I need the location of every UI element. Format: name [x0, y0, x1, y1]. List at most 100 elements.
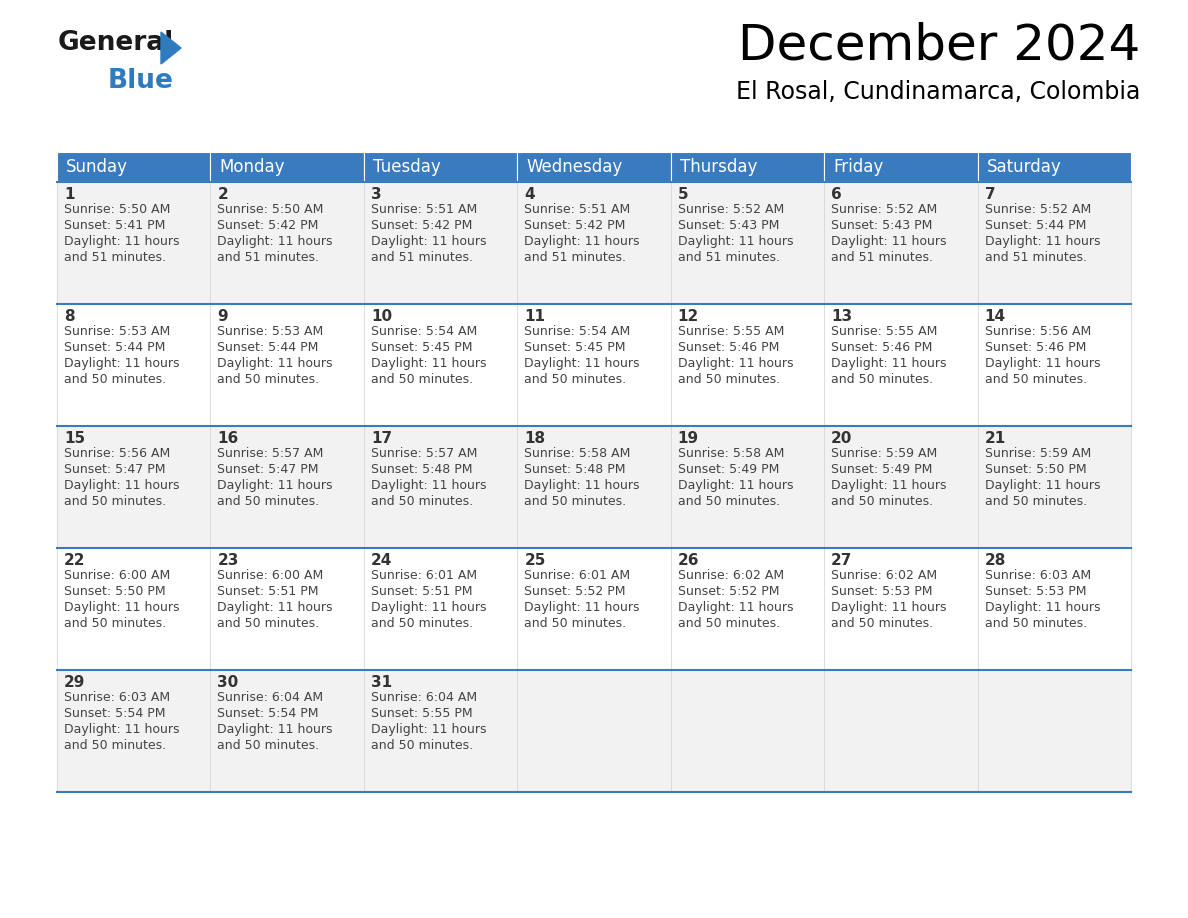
Text: Daylight: 11 hours: Daylight: 11 hours — [832, 601, 947, 614]
Bar — [978, 548, 1131, 670]
Text: and 50 minutes.: and 50 minutes. — [985, 495, 1087, 508]
Text: Daylight: 11 hours: Daylight: 11 hours — [677, 601, 794, 614]
Text: Wednesday: Wednesday — [526, 158, 623, 176]
Text: Sunrise: 5:54 AM: Sunrise: 5:54 AM — [371, 325, 478, 338]
Text: Monday: Monday — [220, 158, 285, 176]
Text: Daylight: 11 hours: Daylight: 11 hours — [371, 723, 486, 736]
Text: 16: 16 — [217, 431, 239, 446]
Text: Sunrise: 5:56 AM: Sunrise: 5:56 AM — [985, 325, 1091, 338]
Bar — [978, 152, 1131, 182]
Text: and 50 minutes.: and 50 minutes. — [64, 739, 166, 752]
Bar — [364, 548, 517, 670]
Text: Sunrise: 6:04 AM: Sunrise: 6:04 AM — [371, 691, 478, 704]
Text: Sunset: 5:48 PM: Sunset: 5:48 PM — [371, 463, 473, 476]
Text: 23: 23 — [217, 553, 239, 568]
Text: Tuesday: Tuesday — [373, 158, 441, 176]
Bar — [57, 182, 210, 304]
Text: Daylight: 11 hours: Daylight: 11 hours — [64, 357, 179, 370]
Text: Sunset: 5:52 PM: Sunset: 5:52 PM — [677, 585, 779, 598]
Bar — [978, 304, 1131, 426]
Text: Sunrise: 5:56 AM: Sunrise: 5:56 AM — [64, 447, 170, 460]
Polygon shape — [162, 32, 181, 64]
Text: Sunrise: 6:01 AM: Sunrise: 6:01 AM — [371, 569, 478, 582]
Text: and 50 minutes.: and 50 minutes. — [64, 373, 166, 386]
Bar — [57, 304, 210, 426]
Text: and 50 minutes.: and 50 minutes. — [217, 495, 320, 508]
Bar — [978, 670, 1131, 792]
Bar — [824, 548, 978, 670]
Text: Daylight: 11 hours: Daylight: 11 hours — [832, 479, 947, 492]
Text: and 50 minutes.: and 50 minutes. — [64, 617, 166, 630]
Text: and 51 minutes.: and 51 minutes. — [217, 251, 320, 264]
Text: Sunset: 5:44 PM: Sunset: 5:44 PM — [217, 341, 318, 354]
Text: 17: 17 — [371, 431, 392, 446]
Text: Sunset: 5:53 PM: Sunset: 5:53 PM — [832, 585, 933, 598]
Bar — [671, 670, 824, 792]
Text: Sunset: 5:51 PM: Sunset: 5:51 PM — [371, 585, 473, 598]
Bar — [978, 426, 1131, 548]
Bar — [824, 670, 978, 792]
Text: and 50 minutes.: and 50 minutes. — [677, 617, 779, 630]
Text: 25: 25 — [524, 553, 545, 568]
Bar — [57, 670, 210, 792]
Bar — [210, 304, 364, 426]
Text: and 50 minutes.: and 50 minutes. — [217, 373, 320, 386]
Text: and 51 minutes.: and 51 minutes. — [985, 251, 1087, 264]
Text: Sunrise: 5:57 AM: Sunrise: 5:57 AM — [217, 447, 324, 460]
Text: General: General — [58, 30, 175, 56]
Text: Sunset: 5:50 PM: Sunset: 5:50 PM — [985, 463, 1086, 476]
Bar — [364, 182, 517, 304]
Text: 7: 7 — [985, 187, 996, 202]
Text: 28: 28 — [985, 553, 1006, 568]
Text: Sunrise: 5:52 AM: Sunrise: 5:52 AM — [677, 203, 784, 216]
Text: Daylight: 11 hours: Daylight: 11 hours — [985, 357, 1100, 370]
Text: 10: 10 — [371, 309, 392, 324]
Bar — [671, 152, 824, 182]
Text: Daylight: 11 hours: Daylight: 11 hours — [832, 357, 947, 370]
Text: Sunset: 5:51 PM: Sunset: 5:51 PM — [217, 585, 318, 598]
Text: Sunset: 5:53 PM: Sunset: 5:53 PM — [985, 585, 1086, 598]
Text: Daylight: 11 hours: Daylight: 11 hours — [524, 357, 640, 370]
Text: Sunset: 5:45 PM: Sunset: 5:45 PM — [371, 341, 473, 354]
Text: Daylight: 11 hours: Daylight: 11 hours — [677, 479, 794, 492]
Bar — [210, 152, 364, 182]
Text: Daylight: 11 hours: Daylight: 11 hours — [217, 357, 333, 370]
Text: 13: 13 — [832, 309, 852, 324]
Bar — [210, 426, 364, 548]
Text: and 50 minutes.: and 50 minutes. — [985, 373, 1087, 386]
Text: Sunrise: 5:59 AM: Sunrise: 5:59 AM — [985, 447, 1091, 460]
Text: and 51 minutes.: and 51 minutes. — [371, 251, 473, 264]
Text: Friday: Friday — [833, 158, 884, 176]
Text: 29: 29 — [64, 675, 86, 690]
Bar — [517, 304, 671, 426]
Text: Sunrise: 5:51 AM: Sunrise: 5:51 AM — [371, 203, 478, 216]
Text: Daylight: 11 hours: Daylight: 11 hours — [64, 235, 179, 248]
Bar — [57, 426, 210, 548]
Text: Daylight: 11 hours: Daylight: 11 hours — [524, 601, 640, 614]
Text: Sunrise: 5:52 AM: Sunrise: 5:52 AM — [832, 203, 937, 216]
Text: and 50 minutes.: and 50 minutes. — [985, 617, 1087, 630]
Text: Daylight: 11 hours: Daylight: 11 hours — [217, 235, 333, 248]
Text: Sunset: 5:42 PM: Sunset: 5:42 PM — [371, 219, 473, 232]
Bar — [671, 426, 824, 548]
Text: Daylight: 11 hours: Daylight: 11 hours — [524, 479, 640, 492]
Text: Daylight: 11 hours: Daylight: 11 hours — [217, 601, 333, 614]
Text: 26: 26 — [677, 553, 700, 568]
Text: and 51 minutes.: and 51 minutes. — [677, 251, 779, 264]
Text: Daylight: 11 hours: Daylight: 11 hours — [985, 479, 1100, 492]
Text: Sunrise: 5:55 AM: Sunrise: 5:55 AM — [832, 325, 937, 338]
Text: Sunrise: 5:53 AM: Sunrise: 5:53 AM — [64, 325, 170, 338]
Text: and 50 minutes.: and 50 minutes. — [64, 495, 166, 508]
Text: and 50 minutes.: and 50 minutes. — [371, 373, 473, 386]
Bar — [824, 426, 978, 548]
Text: Daylight: 11 hours: Daylight: 11 hours — [217, 723, 333, 736]
Text: Daylight: 11 hours: Daylight: 11 hours — [64, 479, 179, 492]
Text: Daylight: 11 hours: Daylight: 11 hours — [217, 479, 333, 492]
Bar — [517, 152, 671, 182]
Text: Sunset: 5:52 PM: Sunset: 5:52 PM — [524, 585, 626, 598]
Text: Sunset: 5:49 PM: Sunset: 5:49 PM — [677, 463, 779, 476]
Text: Sunset: 5:41 PM: Sunset: 5:41 PM — [64, 219, 165, 232]
Bar — [364, 670, 517, 792]
Text: and 51 minutes.: and 51 minutes. — [524, 251, 626, 264]
Text: and 50 minutes.: and 50 minutes. — [832, 495, 934, 508]
